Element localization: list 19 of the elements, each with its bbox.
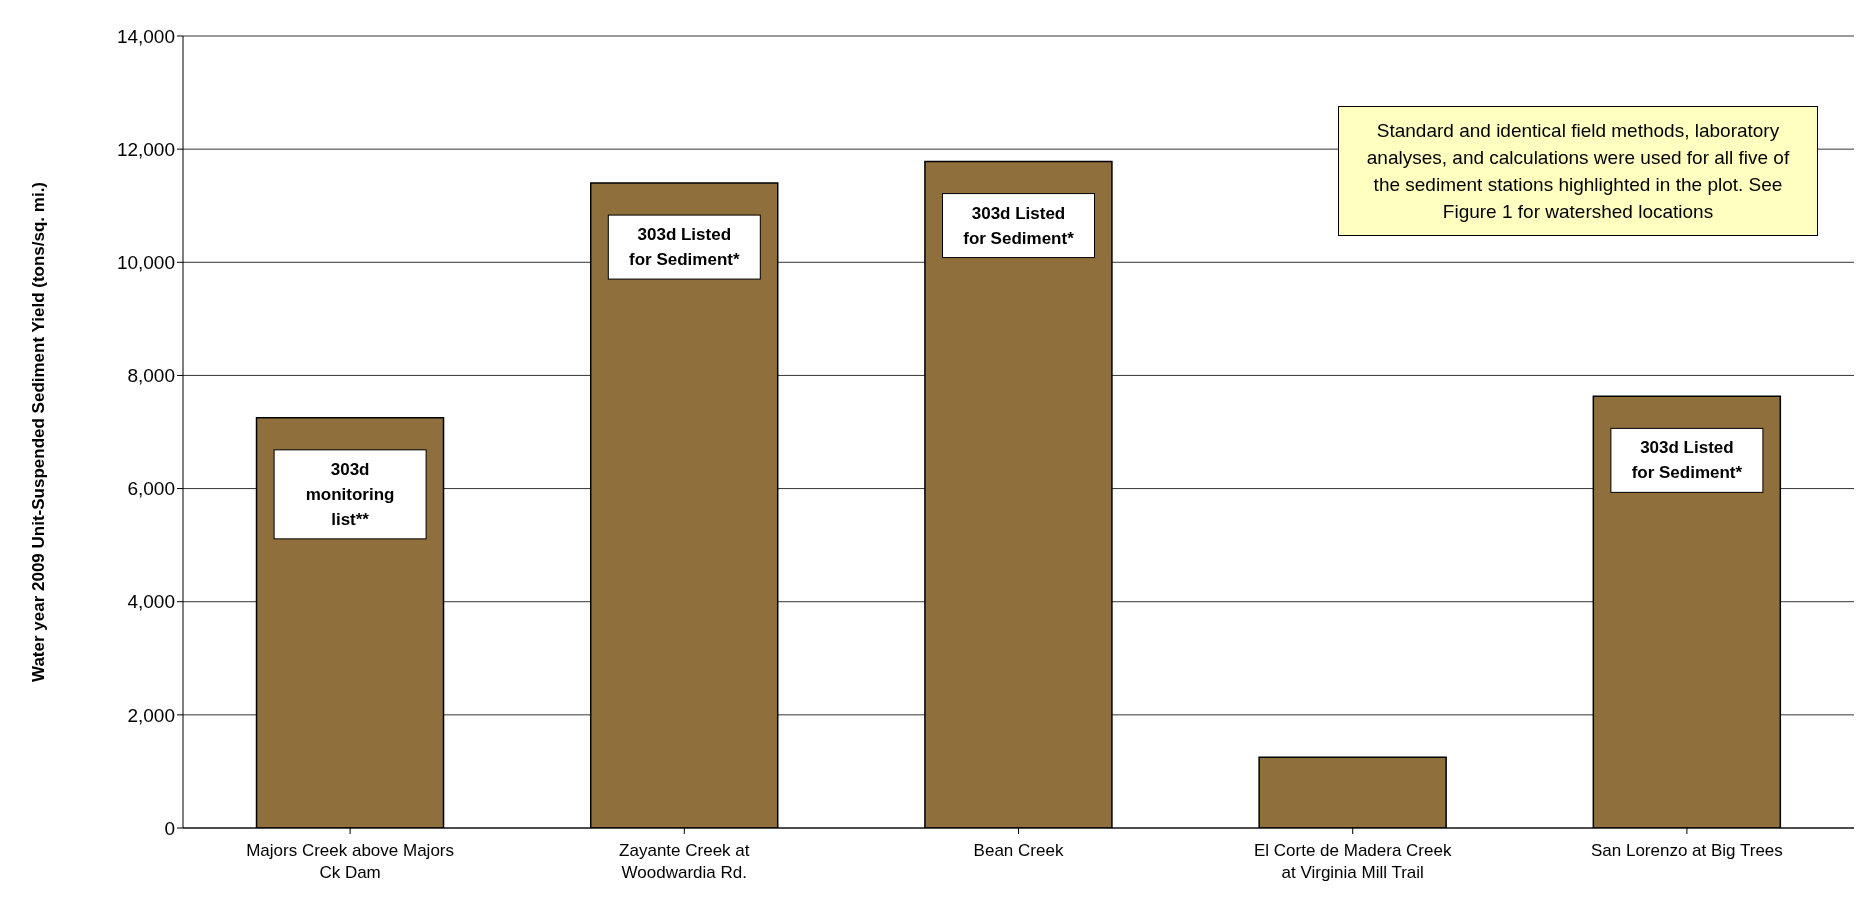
x-tick-label: El Corte de Madera Creek at Virginia Mill Trail [1253, 841, 1452, 882]
annotation: 303d Listed for Sediment* [963, 203, 1075, 248]
y-tick-label: 0 [164, 817, 175, 839]
y-axis-title: Water year 2009 Unit-Suspended Sediment Yield (tons/sq. mi.) [29, 181, 49, 683]
x-tick-label: Bean Creek [973, 841, 1064, 860]
annotation: 303d Listed for Sediment* [629, 225, 740, 270]
y-tick-label: 8,000 [127, 365, 175, 387]
annotation: 303d Listed for Sediment* [1631, 438, 1743, 483]
y-tick-label: 14,000 [116, 25, 175, 47]
x-tick-label: Majors Creek above Majors Ck Dam [246, 841, 455, 882]
y-tick-label: 12,000 [116, 138, 175, 160]
y-tick-label: 6,000 [127, 478, 175, 500]
y-tick-label: 4,000 [127, 591, 175, 613]
annotation: 303d monitoring list** [305, 459, 395, 529]
annotation: Standard and identical field methods, laboratory analyses, and calculations were used for all five of the sediment stations highlighted in the plot. See Figure 1 for watershed locations [1338, 106, 1818, 236]
x-tick-label: Zayante Creek at Woodwardia Rd. [619, 841, 750, 882]
x-tick-label: San Lorenzo at Big Trees [1590, 841, 1783, 860]
y-tick-label: 10,000 [116, 252, 175, 274]
y-tick-label: 2,000 [127, 704, 175, 726]
